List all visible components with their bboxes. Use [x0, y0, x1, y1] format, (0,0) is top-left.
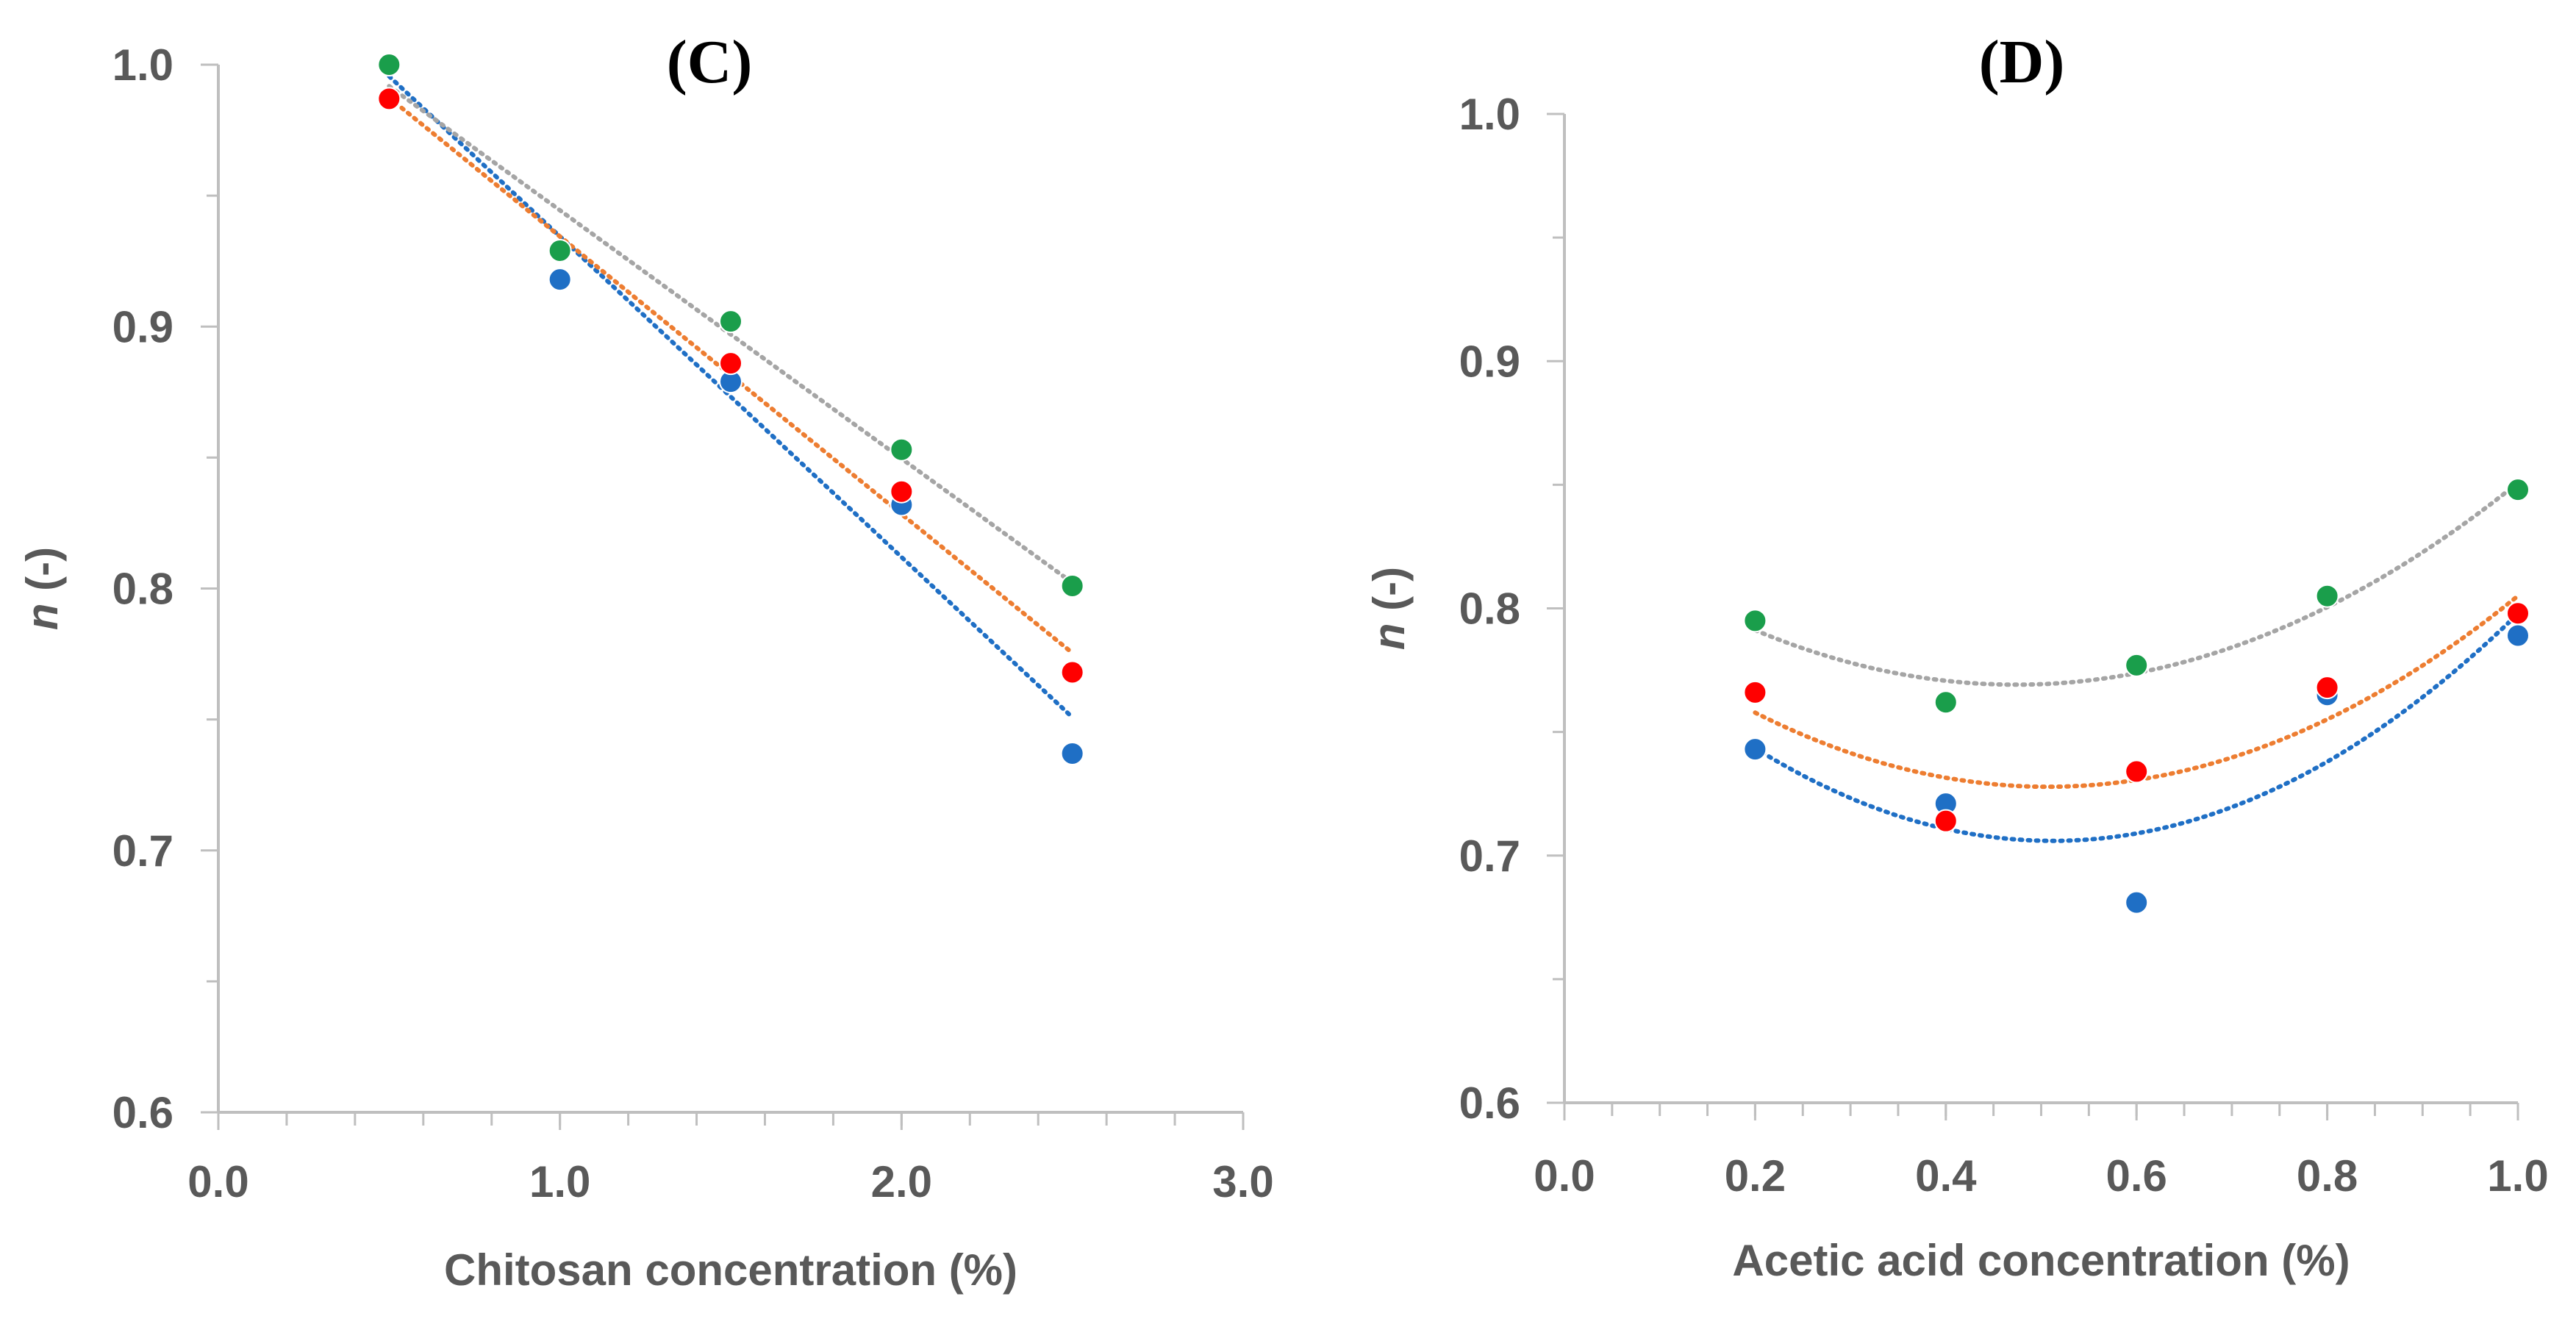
panel-title: (D): [1979, 28, 2065, 96]
trendline-series-1: [1753, 611, 2520, 843]
data-point-series-2: [2506, 601, 2530, 626]
data-point-series-3: [890, 437, 914, 462]
data-point-series-1: [2506, 623, 2530, 648]
y-tick-label: 1.0: [112, 40, 173, 90]
x-axis-title: Acetic acid concentration (%): [1732, 1236, 2350, 1285]
chart-panel-c: 0.0 1.0 2.0 3.0 0.6 0.7 0.8 0.9 1.0 (C) Chitosan c…: [18, 28, 1274, 1295]
y-axis-title: n (-): [1364, 567, 1414, 650]
x-tick-label: 3.0: [1212, 1157, 1273, 1206]
data-point-series-1: [2125, 890, 2149, 915]
chart-panel-d: 0.0 0.2 0.4 0.6 0.8 1.0 0.6 0.7 0.8 0.9 1.0 (D) Acet…: [1364, 28, 2549, 1285]
data-point-series-1: [548, 268, 572, 292]
y-axis-variable: n: [1364, 623, 1414, 650]
y-tick-label: 0.7: [1459, 831, 1520, 881]
x-tick-label: 1.0: [529, 1157, 590, 1206]
data-point-series-3: [548, 238, 572, 262]
x-tick-label: 0.4: [1915, 1151, 1977, 1201]
data-point-series-2: [719, 351, 743, 376]
x-tick-label: 0.0: [187, 1157, 248, 1206]
data-point-series-3: [1743, 609, 1767, 633]
y-tick-label: 0.6: [112, 1088, 173, 1137]
data-point-series-2: [1743, 680, 1767, 704]
x-tick-label: 0.6: [2105, 1151, 2167, 1201]
data-point-series-3: [1060, 573, 1084, 598]
data-point-series-3: [2315, 584, 2339, 608]
x-tick-label: 0.8: [2297, 1151, 2358, 1201]
x-tick-label: 0.2: [1725, 1151, 1786, 1201]
y-axis-title: n (-): [18, 547, 67, 630]
data-point-series-2: [2315, 676, 2339, 700]
data-point-series-3: [377, 53, 401, 76]
data-point-series-1: [1060, 741, 1084, 765]
data-point-series-1: [1743, 737, 1767, 762]
y-tick-label: 0.7: [112, 826, 173, 876]
x-axis-title: Chitosan concentration (%): [444, 1245, 1017, 1295]
data-point-series-3: [2506, 478, 2530, 502]
y-tick-label: 0.6: [1459, 1079, 1520, 1128]
x-tick-label: 2.0: [871, 1157, 932, 1206]
data-point-series-2: [890, 479, 914, 504]
y-tick-label: 0.8: [1459, 584, 1520, 634]
y-tick-label: 1.0: [1459, 90, 1520, 139]
y-axis-variable: n: [18, 603, 67, 630]
trendline-series-3: [387, 84, 1075, 585]
y-axis-unit: (-): [1364, 567, 1414, 623]
y-tick-label: 0.9: [112, 302, 173, 351]
data-point-series-2: [377, 87, 401, 111]
trendline-series-2: [1753, 593, 2520, 790]
y-tick-label: 0.8: [112, 565, 173, 614]
data-point-series-2: [1060, 660, 1084, 684]
x-tick-label: 1.0: [2487, 1151, 2548, 1201]
y-tick-label: 0.9: [1459, 337, 1520, 386]
data-point-series-2: [1933, 809, 1958, 833]
data-point-series-3: [1933, 690, 1958, 715]
data-point-series-3: [719, 310, 743, 334]
y-axis-unit: (-): [18, 547, 67, 604]
data-point-series-3: [2125, 653, 2149, 677]
panel-title: (C): [667, 28, 753, 96]
x-tick-label: 0.0: [1534, 1151, 1595, 1201]
data-point-series-2: [2125, 759, 2149, 784]
trendline-series-1: [387, 74, 1075, 720]
